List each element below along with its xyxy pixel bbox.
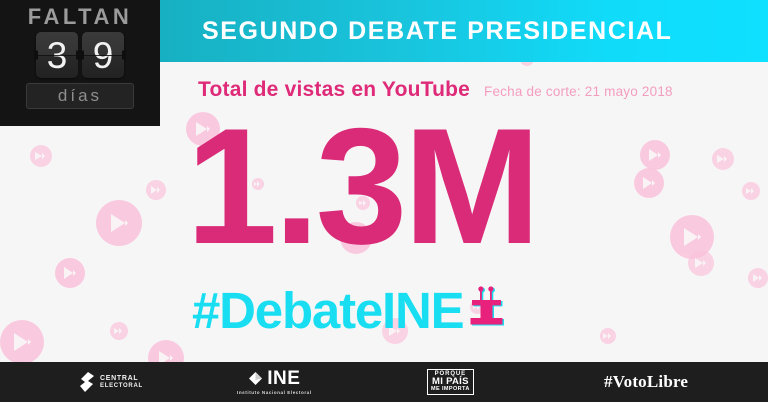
play-button-icon <box>640 140 670 170</box>
hashtag-row: #DebateINE <box>192 285 509 336</box>
metric-value: 1.3M <box>186 94 541 278</box>
flip-hinge-left-icon <box>80 50 84 60</box>
ine-wordmark: INE <box>267 368 301 389</box>
central-electoral-line1: CENTRAL <box>100 375 139 383</box>
podium-icon <box>470 285 505 325</box>
flip-card-ones: 9 <box>80 32 126 78</box>
header-bar: SEGUNDO DEBATE PRESIDENCIAL <box>160 0 768 62</box>
countdown-unit-label: días <box>57 86 103 105</box>
voto-libre-hashtag: #VotoLibre <box>604 372 689 391</box>
pmp-line2: MI PAÍS <box>431 376 469 388</box>
flip-hinge-left-icon <box>34 50 38 60</box>
footer-bar: CENTRAL ELECTORAL INE Instituto Nacional… <box>0 362 768 402</box>
footer-logo-porque-mi-pais: PORQUE MI PAÍS ME IMPORTA <box>427 369 474 395</box>
play-button-icon <box>146 180 166 200</box>
flip-hinge-right-icon <box>76 50 80 60</box>
countdown-title: FALTAN <box>27 4 133 29</box>
pmp-line1: PORQUE <box>434 371 467 378</box>
cutoff-date: Fecha de corte: 21 mayo 2018 <box>484 84 673 99</box>
play-button-icon <box>742 182 760 200</box>
play-button-icon <box>688 250 714 276</box>
play-button-icon <box>55 258 85 288</box>
ine-diamond-icon <box>249 372 263 385</box>
play-button-icon <box>748 268 768 288</box>
footer-logo-ine: INE Instituto Nacional Electoral <box>237 369 312 395</box>
footer-logo-central-electoral: CENTRAL ELECTORAL <box>79 372 143 392</box>
page-title: SEGUNDO DEBATE PRESIDENCIAL <box>202 16 673 45</box>
play-button-icon <box>0 320 44 364</box>
play-button-icon <box>30 145 52 167</box>
play-button-icon <box>600 328 616 344</box>
play-button-icon <box>670 215 714 259</box>
central-electoral-line2: ELECTORAL <box>100 382 143 389</box>
footer-voto-libre: #VotoLibre <box>604 372 688 392</box>
flip-card-tens: 3 <box>34 32 80 78</box>
play-button-icon <box>96 200 142 246</box>
countdown-widget: FALTAN 3 9 días <box>0 0 160 126</box>
countdown-flip-digits: 3 9 <box>34 32 126 78</box>
central-electoral-mark-icon <box>80 372 94 392</box>
pmp-line3: ME IMPORTA <box>431 386 470 393</box>
ine-subtitle: Instituto Nacional Electoral <box>237 390 312 395</box>
flip-digit-ones: 9 <box>92 34 114 76</box>
hashtag-text: #DebateINE <box>192 282 465 339</box>
play-button-icon <box>712 148 734 170</box>
play-button-icon <box>110 322 128 340</box>
metric-label: Total de vistas en YouTube <box>198 78 471 101</box>
flip-hinge-right-icon <box>122 50 126 60</box>
subtitle-row: Total de vistas en YouTube Fecha de cort… <box>198 78 673 102</box>
flip-digit-tens: 3 <box>46 34 68 76</box>
countdown-unit-box: días <box>26 83 134 109</box>
play-button-icon <box>634 168 664 198</box>
